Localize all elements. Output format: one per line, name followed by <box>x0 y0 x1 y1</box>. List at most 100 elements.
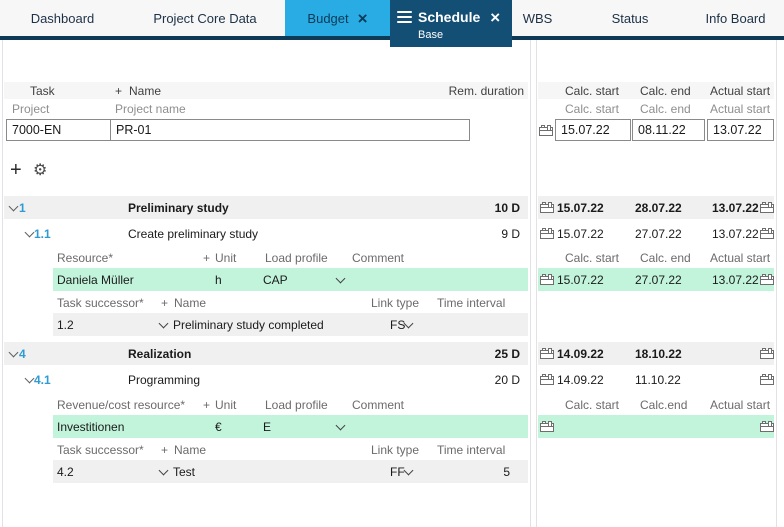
calc-start-input[interactable] <box>555 119 631 141</box>
actual-start-value[interactable]: 13.07.22 <box>712 226 759 241</box>
calendar-icon[interactable] <box>760 273 774 285</box>
calc-end-input[interactable] <box>632 119 705 141</box>
calc-end-value[interactable]: 27.07.22 <box>635 226 682 241</box>
calendar-icon[interactable] <box>539 125 553 136</box>
calendar-icon[interactable] <box>760 201 774 213</box>
right-edge-divider[interactable] <box>776 40 777 527</box>
task-row-4[interactable]: 4 Realization 25 D <box>4 342 528 365</box>
chevron-down-icon[interactable] <box>403 460 414 483</box>
chevron-down-icon[interactable] <box>158 313 169 336</box>
chevron-down-icon[interactable] <box>403 313 414 336</box>
actual-start-input[interactable] <box>707 119 774 141</box>
task-name[interactable]: Preliminary study <box>128 200 229 215</box>
col-task[interactable]: Task <box>30 83 55 98</box>
task-name[interactable]: Programming <box>128 372 201 387</box>
tab-status[interactable]: Status <box>595 0 665 36</box>
calc-start-value[interactable]: 14.09.22 <box>557 346 604 361</box>
add-column-icon[interactable]: + <box>161 443 169 457</box>
calc-start-value[interactable]: 15.07.22 <box>557 272 604 287</box>
tab-info-board[interactable]: Info Board <box>693 0 778 36</box>
calendar-icon[interactable] <box>760 373 774 385</box>
tab-project-core-data[interactable]: Project Core Data <box>125 0 285 36</box>
settings-gear-icon[interactable]: ⚙ <box>33 162 48 179</box>
calc-end-value[interactable]: 18.10.22 <box>635 346 682 361</box>
calc-end-value[interactable]: 11.10.22 <box>635 372 681 387</box>
col-actual-start[interactable]: Actual start <box>710 83 771 98</box>
successor-name[interactable]: Test <box>173 464 196 479</box>
add-column-icon[interactable]: + <box>203 251 211 265</box>
load-profile-value[interactable]: CAP <box>263 272 288 287</box>
resource-name[interactable]: Daniela Müller <box>57 272 134 287</box>
close-icon[interactable]: × <box>357 8 368 28</box>
task-name[interactable]: Create preliminary study <box>128 226 259 241</box>
task-dates-row[interactable]: 14.09.22 18.10.22 <box>538 342 774 365</box>
calc-end-value[interactable]: 28.07.22 <box>635 200 682 215</box>
col-name[interactable]: Name <box>129 83 162 98</box>
add-column-icon[interactable]: + <box>115 83 123 98</box>
rem-duration-value[interactable]: 10 D <box>494 200 520 215</box>
rem-duration-value[interactable]: 25 D <box>494 346 520 361</box>
rem-duration-value[interactable]: 20 D <box>494 372 520 387</box>
resource-dates-row[interactable] <box>538 415 774 438</box>
tab-budget[interactable]: Budget × <box>285 0 390 36</box>
calc-start-value[interactable]: 15.07.22 <box>557 200 604 215</box>
task-name[interactable]: Realization <box>128 346 192 361</box>
chevron-down-icon[interactable] <box>335 268 346 291</box>
calendar-icon[interactable] <box>540 347 554 359</box>
task-row-1[interactable]: 1 Preliminary study 10 D <box>4 196 528 219</box>
add-task-icon[interactable]: + <box>10 158 22 181</box>
time-interval-value[interactable]: 5 <box>503 464 510 479</box>
actual-start-value[interactable]: 13.07.22 <box>712 200 759 215</box>
successor-row[interactable]: 4.2 Test FF 5 <box>4 460 528 483</box>
resource-unit[interactable]: h <box>215 272 222 287</box>
calendar-icon[interactable] <box>760 347 774 359</box>
successor-name[interactable]: Preliminary study completed <box>173 317 324 332</box>
col-calc-end[interactable]: Calc. end <box>640 83 691 98</box>
collapse-chevron-icon[interactable] <box>24 368 35 391</box>
calendar-icon[interactable] <box>540 201 554 213</box>
project-name-input[interactable] <box>110 119 470 141</box>
link-type-value[interactable]: FS <box>390 317 406 332</box>
resource-row[interactable]: Daniela Müller h CAP <box>4 268 528 291</box>
collapse-chevron-icon[interactable] <box>8 196 19 219</box>
resource-name[interactable]: Investitionen <box>57 419 125 434</box>
calendar-icon[interactable] <box>760 420 774 432</box>
successor-row[interactable]: 1.2 Preliminary study completed FS <box>4 313 528 336</box>
calendar-icon[interactable] <box>540 420 554 432</box>
resource-unit[interactable]: € <box>215 419 222 434</box>
collapse-chevron-icon[interactable] <box>8 342 19 365</box>
task-dates-row[interactable]: 15.07.22 27.07.22 13.07.22 <box>538 222 774 245</box>
add-column-icon[interactable]: + <box>203 398 211 412</box>
successor-id[interactable]: 4.2 <box>57 464 74 479</box>
link-type-value[interactable]: FF <box>390 464 405 479</box>
calendar-icon[interactable] <box>540 227 554 239</box>
calc-start-value[interactable]: 15.07.22 <box>557 226 604 241</box>
chevron-down-icon[interactable] <box>335 415 346 438</box>
col-rem-duration[interactable]: Rem. duration <box>448 83 524 98</box>
resource-row[interactable]: Investitionen € E <box>4 415 528 438</box>
chevron-down-icon[interactable] <box>158 460 169 483</box>
collapse-chevron-icon[interactable] <box>24 222 35 245</box>
calendar-icon[interactable] <box>540 373 554 385</box>
task-dates-row[interactable]: 14.09.22 11.10.22 <box>538 368 774 391</box>
menu-icon[interactable] <box>397 11 412 23</box>
close-icon[interactable]: × <box>490 7 501 27</box>
project-id-input[interactable] <box>6 119 111 141</box>
calendar-icon[interactable] <box>540 273 554 285</box>
calendar-icon[interactable] <box>760 227 774 239</box>
successor-id[interactable]: 1.2 <box>57 317 74 332</box>
task-dates-row[interactable]: 15.07.22 28.07.22 13.07.22 <box>538 196 774 219</box>
calc-end-value[interactable]: 27.07.22 <box>635 272 682 287</box>
task-row-4-1[interactable]: 4.1 Programming 20 D <box>4 368 528 391</box>
task-row-1-1[interactable]: 1.1 Create preliminary study 9 D <box>4 222 528 245</box>
tab-wbs[interactable]: WBS <box>505 0 570 36</box>
resource-dates-row[interactable]: 15.07.22 27.07.22 13.07.22 <box>538 268 774 291</box>
load-profile-value[interactable]: E <box>263 419 272 434</box>
tab-schedule[interactable]: Schedule × Base <box>390 0 512 47</box>
actual-start-value[interactable]: 13.07.22 <box>712 272 759 287</box>
add-column-icon[interactable]: + <box>161 296 169 310</box>
tab-dashboard[interactable]: Dashboard <box>0 0 125 36</box>
col-calc-start[interactable]: Calc. start <box>565 83 620 98</box>
calc-start-value[interactable]: 14.09.22 <box>557 372 604 387</box>
rem-duration-value[interactable]: 9 D <box>501 226 520 241</box>
